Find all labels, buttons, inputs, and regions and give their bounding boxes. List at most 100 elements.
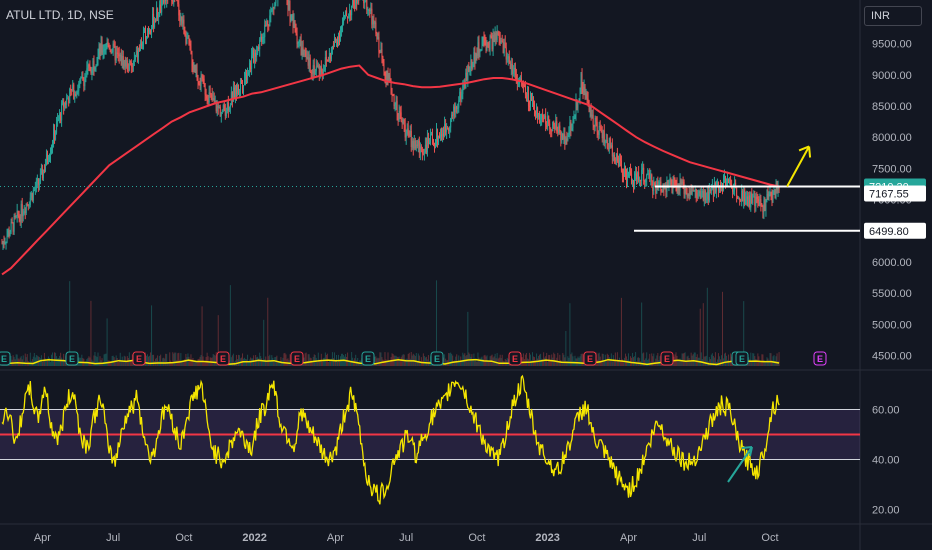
candle-body — [135, 50, 137, 55]
candle-body — [228, 106, 230, 111]
volume-bar — [109, 360, 111, 366]
candle-body — [550, 128, 552, 131]
price-tick-label: 6000.00 — [872, 257, 912, 269]
candle-body — [642, 167, 644, 170]
candle-body — [517, 83, 519, 85]
candle-body — [125, 60, 127, 67]
candle-body — [628, 171, 630, 173]
candle-body — [218, 106, 220, 108]
candle-body — [146, 38, 148, 42]
candle-body — [273, 6, 275, 8]
candle-body — [115, 52, 117, 61]
candle-body — [375, 22, 377, 34]
candle-body — [272, 6, 274, 9]
volume-bar — [557, 352, 559, 366]
time-tick-label: 2023 — [535, 532, 559, 544]
volume-bar — [630, 356, 632, 366]
volume-bar — [456, 354, 458, 366]
candle-body — [732, 187, 734, 192]
candle-body — [340, 32, 342, 39]
candle-body — [247, 74, 249, 81]
candle-body — [184, 33, 186, 36]
candle-body — [705, 199, 707, 201]
volume-bar — [94, 352, 96, 366]
candle-body — [555, 121, 557, 130]
candle-body — [463, 84, 465, 86]
candle-body — [23, 211, 25, 215]
candle-body — [89, 65, 91, 71]
volume-bar — [287, 358, 289, 366]
candle-body — [729, 179, 731, 183]
candle-body — [386, 70, 388, 81]
candle-body — [469, 68, 471, 72]
candle-body — [303, 49, 305, 56]
volume-bar — [522, 353, 524, 366]
volume-bar — [498, 357, 500, 366]
candle-body — [215, 101, 217, 112]
volume-bar — [127, 357, 129, 366]
candle-body — [494, 33, 496, 43]
candle-body — [202, 76, 204, 79]
volume-bar — [266, 360, 268, 366]
candle-body — [261, 36, 263, 43]
volume-bar — [101, 358, 103, 366]
volume-bar — [41, 361, 43, 366]
volume-bar — [605, 361, 607, 366]
candle-body — [322, 69, 324, 74]
volume-bar — [204, 360, 206, 366]
candle-body — [507, 56, 509, 59]
candle-body — [626, 171, 628, 181]
candle-body — [624, 167, 626, 175]
candle-body — [302, 47, 304, 56]
candle-body — [348, 16, 350, 18]
candle-body — [257, 47, 259, 53]
volume-bar — [418, 355, 420, 366]
volume-bar — [193, 360, 195, 366]
candle-body — [505, 47, 507, 60]
candle-body — [532, 99, 534, 101]
candle-body — [503, 42, 505, 53]
volume-bar — [728, 354, 730, 366]
volume-bar — [559, 354, 561, 366]
candle-body — [236, 84, 238, 94]
volume-bar — [192, 357, 194, 366]
candle-body — [181, 16, 183, 24]
candle-body — [55, 132, 57, 140]
volume-bar — [756, 359, 758, 366]
candle-body — [171, 0, 173, 1]
volume-bar — [353, 360, 355, 366]
volume-bar — [246, 359, 248, 366]
candle-body — [450, 118, 452, 128]
candle-body — [232, 87, 234, 102]
candle-body — [130, 62, 132, 67]
candle-body — [634, 173, 636, 189]
volume-bar — [215, 352, 217, 366]
volume-bar — [197, 359, 199, 366]
volume-bar — [543, 352, 545, 366]
candle-body — [307, 56, 309, 66]
volume-bar — [719, 359, 721, 366]
candle-body — [693, 190, 695, 192]
candle-body — [415, 144, 417, 149]
candle-body — [573, 117, 575, 121]
candle-body — [21, 203, 23, 217]
volume-bar — [88, 356, 90, 366]
candle-body — [56, 122, 58, 133]
volume-bar — [536, 353, 538, 366]
candle-body — [435, 141, 437, 146]
candle-body — [331, 46, 333, 50]
candle-body — [543, 118, 545, 120]
candle-body — [63, 100, 65, 108]
candle-body — [406, 128, 408, 134]
volume-bar — [12, 355, 14, 366]
candle-body — [389, 75, 391, 79]
volume-bar — [85, 361, 87, 366]
candle-body — [664, 186, 666, 190]
candle-body — [335, 39, 337, 41]
volume-bar — [259, 352, 261, 366]
candle-body — [18, 215, 20, 217]
currency-selector[interactable]: INR — [864, 6, 922, 26]
candle-body — [644, 180, 646, 183]
candle-body — [479, 51, 481, 53]
rsi-divergence-arrow — [727, 446, 753, 483]
